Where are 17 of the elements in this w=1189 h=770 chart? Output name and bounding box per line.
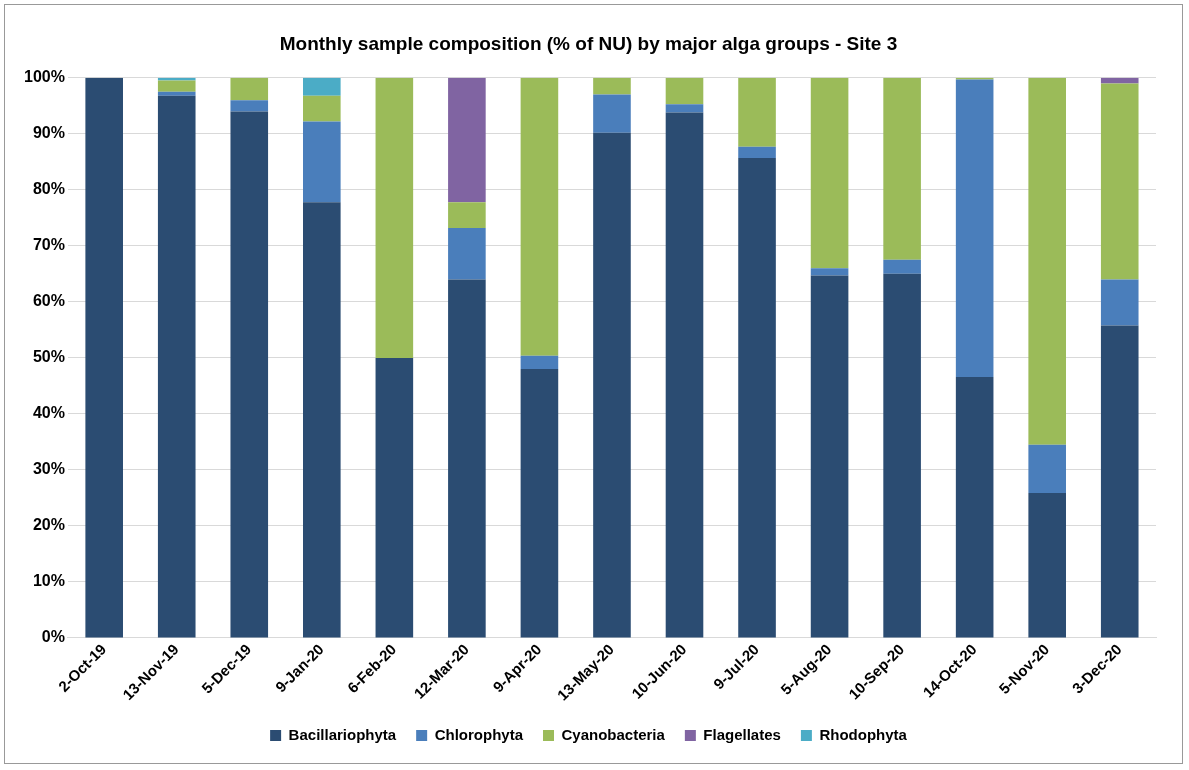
y-tick-label: 100%	[24, 68, 65, 86]
y-tick-label: 50%	[32, 348, 65, 366]
y-tick-label: 60%	[32, 292, 65, 310]
y-tick-label: 40%	[32, 404, 65, 422]
legend-label: Cyanobacteria	[561, 725, 666, 743]
y-tick-label: 80%	[32, 180, 65, 198]
y-tick-label: 30%	[32, 460, 65, 478]
y-tick-label: 90%	[32, 124, 65, 142]
y-tick-label: 20%	[32, 516, 65, 534]
y-tick-label: 0%	[41, 628, 65, 646]
legend-label: Flagellates	[703, 725, 781, 743]
legend-label: Rhodophyta	[819, 725, 908, 743]
chart-title: Monthly sample composition (% of NU) by major alga groups - Site 3	[279, 32, 898, 54]
legend-label: Chlorophyta	[434, 725, 524, 743]
legend-label: Bacillariophyta	[288, 725, 397, 743]
y-tick-label: 70%	[32, 236, 65, 254]
y-tick-label: 10%	[32, 572, 65, 590]
